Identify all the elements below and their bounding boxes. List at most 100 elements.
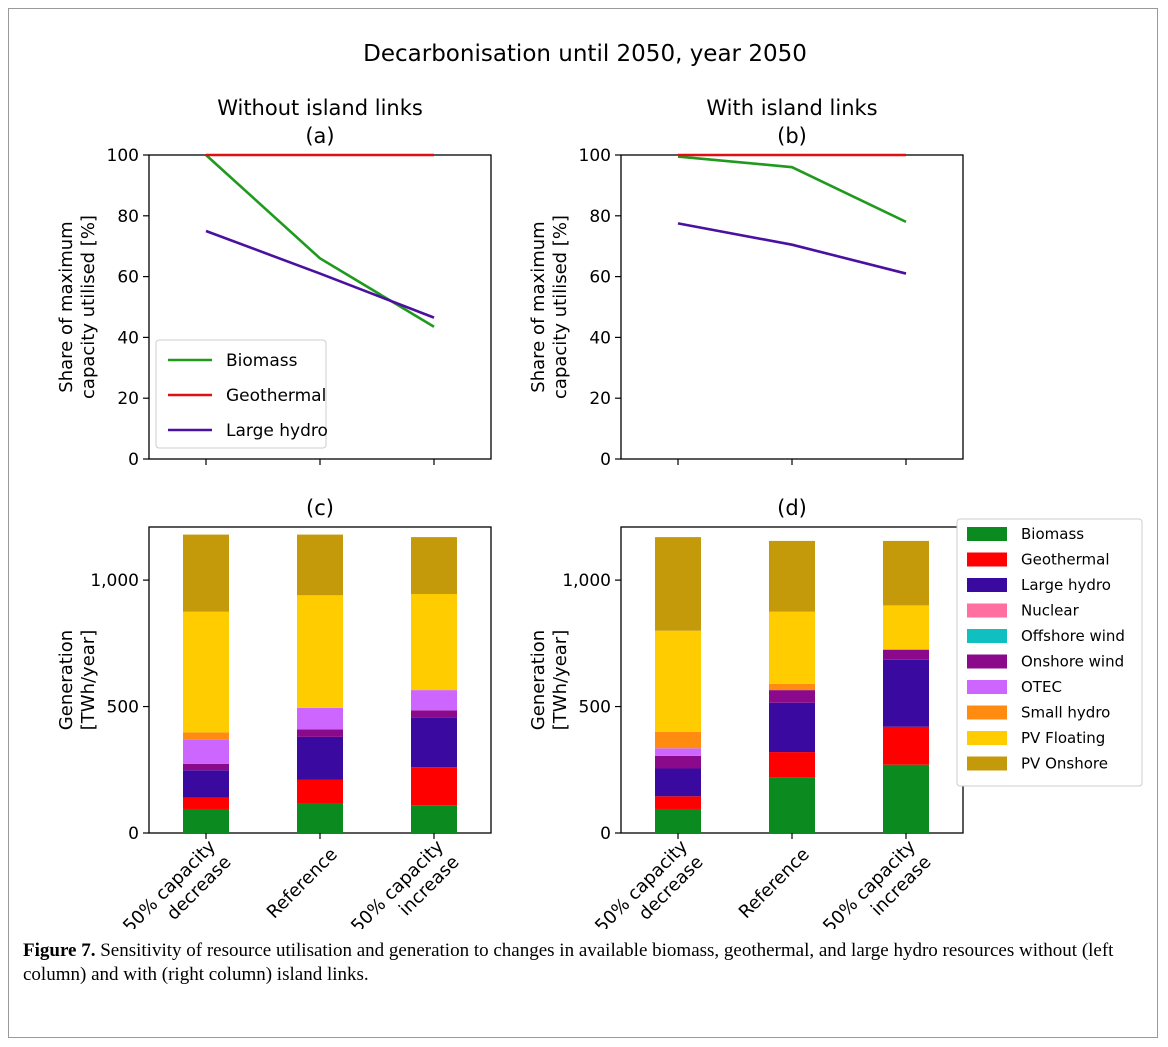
bar-segment-c-geothermal-2 [411, 767, 457, 806]
bar-segment-d-large-hydro-1 [769, 702, 815, 753]
bar-segment-c-biomass-1 [297, 803, 343, 833]
bar-segment-d-pv-floating-0 [655, 630, 701, 732]
ytick-label-d-1000: 1,000 [562, 571, 611, 591]
ylabel-line-c-1: [TWh/year] [78, 630, 99, 730]
caption-text: Sensitivity of resource utilisation and … [23, 940, 1114, 985]
ytick-label-c-0: 0 [128, 824, 139, 844]
ytick-label-a-40: 40 [117, 328, 139, 348]
ylabel-line-d-0: Generation [528, 630, 549, 730]
bar-segment-d-otec-0 [655, 748, 701, 756]
ytick-label-d-0: 0 [600, 824, 611, 844]
ytick-label-b-80: 80 [589, 207, 611, 227]
legend-label-d-9: PV Onshore [1021, 755, 1108, 773]
series-line-b-large-hydro [677, 222, 907, 275]
panel-title-a: Without island links [217, 96, 423, 120]
ytick-label-a-20: 20 [117, 389, 139, 409]
bar-segment-c-otec-2 [411, 690, 457, 711]
legend-swatch-d-6 [967, 680, 1007, 694]
ylabel-line-d-1: [TWh/year] [550, 630, 571, 730]
ylabel-line-b-1: capacity utilised [%] [550, 215, 571, 399]
bar-segment-c-pv-floating-1 [297, 595, 343, 708]
ytick-label-a-0: 0 [128, 450, 139, 470]
figure-panel: Decarbonisation until 2050, year 2050 Wi… [8, 8, 1158, 1038]
ytick-label-b-60: 60 [589, 268, 611, 288]
bar-segment-c-onshore-wind-0 [183, 763, 229, 771]
legend-swatch-d-7 [967, 705, 1007, 720]
bar-segment-d-pv-floating-1 [769, 611, 815, 684]
bar-segment-c-large-hydro-1 [297, 736, 343, 780]
legend-swatch-d-0 [967, 527, 1007, 541]
legend-swatch-d-2 [967, 578, 1007, 592]
legend-label-d-4: Offshore wind [1021, 627, 1125, 645]
legend-label-d-8: PV Floating [1021, 729, 1105, 747]
ylabel-line-b-0: Share of maximum [528, 221, 549, 392]
ytick-label-b-40: 40 [589, 328, 611, 348]
series-line-a-large-hydro [205, 229, 435, 319]
series-line-a-biomass [205, 154, 435, 328]
ytick-label-a-100: 100 [107, 146, 139, 166]
ytick-label-c-1000: 1,000 [90, 571, 139, 591]
legend-label-d-3: Nuclear [1021, 602, 1080, 620]
bar-segment-c-pv-onshore-1 [297, 534, 343, 596]
ylabel-line-a-1: capacity utilised [%] [78, 215, 99, 399]
bar-segment-d-large-hydro-2 [883, 659, 929, 727]
bar-segment-d-pv-onshore-1 [769, 540, 815, 612]
legend-swatch-d-3 [967, 603, 1007, 618]
bar-segment-d-onshore-wind-2 [883, 649, 929, 660]
bar-segment-c-pv-onshore-2 [411, 537, 457, 595]
xtick-label-c-1: Reference [263, 844, 342, 923]
bar-segment-d-biomass-0 [655, 808, 701, 833]
ytick-label-a-80: 80 [117, 207, 139, 227]
bar-segment-c-biomass-2 [411, 805, 457, 833]
ylabel-line-a-0: Share of maximum [56, 221, 77, 392]
bar-segment-c-pv-floating-0 [183, 611, 229, 733]
legend-swatch-d-9 [967, 756, 1007, 771]
figure-caption: Figure 7. Sensitivity of resource utilis… [23, 939, 1143, 987]
bar-segment-d-geothermal-2 [883, 726, 929, 765]
bar-segment-c-otec-0 [183, 739, 229, 764]
bar-segment-c-otec-1 [297, 707, 343, 730]
legend-label-d-2: Large hydro [1021, 576, 1111, 594]
ylabel-c: Generation [TWh/year] [56, 630, 99, 730]
caption-label: Figure 7. [23, 940, 96, 961]
plot-frame-b [620, 154, 964, 460]
legend-label-d-7: Small hydro [1021, 704, 1110, 722]
series-line-b-biomass [677, 155, 907, 224]
bar-segment-d-onshore-wind-0 [655, 755, 701, 769]
ytick-label-c-500: 500 [107, 698, 139, 718]
bar-segment-d-pv-floating-2 [883, 605, 929, 650]
bar-segment-c-biomass-0 [183, 808, 229, 833]
bar-segment-c-geothermal-1 [297, 779, 343, 804]
bar-segment-d-pv-onshore-0 [655, 537, 701, 631]
ytick-label-d-500: 500 [579, 698, 611, 718]
bar-segment-c-onshore-wind-1 [297, 729, 343, 737]
panel-subtitle-d: (d) [777, 496, 807, 520]
bar-segment-c-pv-floating-2 [411, 594, 457, 691]
legend-swatch-d-1 [967, 552, 1007, 567]
legend-label-a-1: Geothermal [226, 386, 326, 406]
bar-segment-d-large-hydro-0 [655, 768, 701, 797]
bar-segment-c-onshore-wind-2 [411, 710, 457, 718]
bar-segment-d-small-hydro-0 [655, 731, 701, 749]
bar-segment-d-onshore-wind-1 [769, 690, 815, 703]
legend-label-d-0: Biomass [1021, 525, 1084, 543]
bar-segment-d-geothermal-1 [769, 752, 815, 778]
legend-label-d-6: OTEC [1021, 678, 1062, 696]
ylabel-line-c-0: Generation [56, 630, 77, 730]
bar-segment-d-small-hydro-1 [769, 683, 815, 691]
panel-subtitle-a: (a) [305, 124, 334, 148]
bar-segment-c-pv-onshore-0 [183, 534, 229, 612]
bar-segment-c-large-hydro-0 [183, 770, 229, 798]
bar-segment-c-geothermal-0 [183, 797, 229, 809]
xtick-label-line-d-1-0: Reference [735, 844, 814, 923]
legend-label-d-1: Geothermal [1021, 551, 1110, 569]
legend-label-a-0: Biomass [226, 351, 298, 371]
ytick-label-b-20: 20 [589, 389, 611, 409]
ylabel-a: Share of maximum capacity utilised [%] [56, 215, 99, 399]
xtick-label-d-1: Reference [735, 844, 814, 923]
bar-segment-d-pv-onshore-2 [883, 540, 929, 606]
